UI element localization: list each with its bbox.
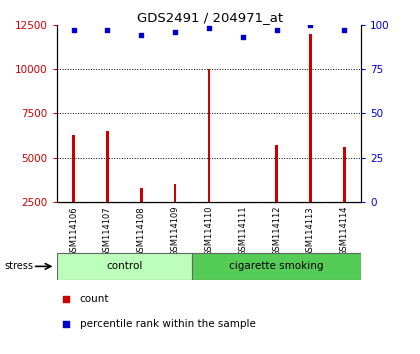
Point: [273, 27, 280, 33]
Point: [63, 321, 69, 327]
Bar: [192, 253, 361, 280]
Point: [70, 27, 77, 33]
Text: cigarette smoking: cigarette smoking: [229, 261, 324, 272]
Bar: [57, 253, 192, 280]
Point: [63, 296, 69, 302]
Point: [138, 33, 144, 38]
Text: GSM114109: GSM114109: [171, 206, 180, 256]
Text: GSM114108: GSM114108: [137, 206, 146, 257]
Bar: [275, 145, 278, 202]
Text: GSM114113: GSM114113: [306, 206, 315, 257]
Point: [206, 25, 213, 31]
Text: GDS2491 / 204971_at: GDS2491 / 204971_at: [137, 11, 283, 24]
Point: [341, 27, 348, 33]
Text: GSM114110: GSM114110: [205, 206, 213, 256]
Text: GSM114114: GSM114114: [340, 206, 349, 256]
Point: [172, 29, 178, 35]
Text: GSM114107: GSM114107: [103, 206, 112, 257]
Bar: [207, 69, 210, 202]
Bar: [309, 34, 312, 202]
Text: GSM114111: GSM114111: [238, 206, 247, 256]
Text: control: control: [106, 261, 142, 272]
Bar: [140, 188, 143, 202]
Text: GSM114112: GSM114112: [272, 206, 281, 256]
Text: stress: stress: [4, 261, 33, 272]
Point: [104, 27, 111, 33]
Point: [239, 34, 246, 40]
Text: GSM114106: GSM114106: [69, 206, 78, 257]
Text: count: count: [79, 294, 109, 304]
Point: [307, 22, 314, 28]
Bar: [343, 147, 346, 202]
Bar: [174, 184, 176, 202]
Bar: [72, 135, 75, 202]
Bar: [106, 131, 109, 202]
Text: percentile rank within the sample: percentile rank within the sample: [79, 319, 255, 329]
